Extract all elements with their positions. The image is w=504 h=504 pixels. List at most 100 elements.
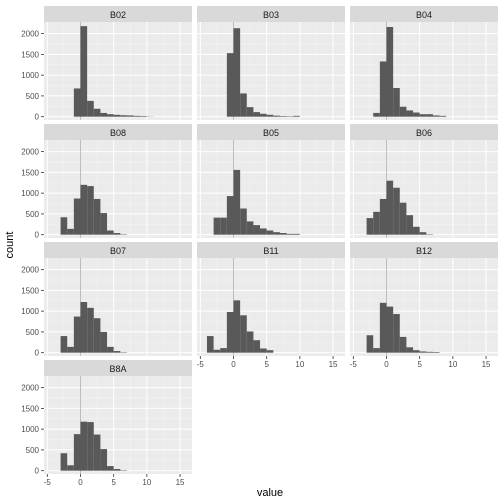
facet-strip-label: B05 — [263, 128, 279, 138]
facet-strip-label: B11 — [263, 246, 278, 256]
facet-b12: B12 -5 0 5 10 15 — [350, 242, 498, 369]
facet-strip-label: B04 — [416, 10, 432, 20]
y-tick-label: 0 — [35, 113, 40, 122]
histogram-bar — [233, 169, 241, 235]
x-tick-label: -5 — [350, 360, 358, 369]
histogram-bar — [373, 112, 380, 117]
histogram-bar — [386, 306, 394, 353]
histogram-bar — [100, 213, 108, 235]
histogram-bar — [113, 469, 121, 471]
histogram-bar — [107, 466, 114, 471]
y-tick-label: 2000 — [21, 266, 39, 275]
panel-background — [197, 22, 345, 120]
histogram-bar — [260, 113, 267, 117]
y-tick-label: 2000 — [21, 148, 39, 157]
panel-background — [44, 140, 192, 238]
y-tick-label: 500 — [26, 446, 40, 455]
histogram-bar — [260, 348, 267, 353]
histogram-bar — [379, 302, 387, 353]
histogram-bar — [439, 115, 447, 117]
facet-b06: B06 — [350, 124, 498, 238]
histogram-bar — [240, 315, 247, 353]
y-tick-label: 1500 — [21, 286, 39, 295]
histogram-bar — [120, 115, 127, 117]
histogram-bar — [386, 26, 394, 117]
histogram-bar — [240, 93, 247, 117]
y-tick-label: 1000 — [21, 307, 39, 316]
x-tick-label: -5 — [44, 478, 52, 487]
histogram-bar — [87, 422, 94, 471]
y-axis-label: count — [4, 232, 16, 259]
histogram-bar — [406, 347, 414, 353]
facet-strip — [44, 360, 192, 376]
facet-b8a: B8A 0 500 1000 1500 2000 -5 0 5 10 15 — [21, 360, 192, 487]
histogram-bar — [399, 336, 407, 353]
x-tick-label: 0 — [384, 360, 389, 369]
histogram-bar — [393, 314, 400, 353]
histogram-bar — [80, 302, 88, 353]
histogram-bar — [226, 311, 234, 353]
x-tick-label: -5 — [197, 360, 205, 369]
histogram-bar — [93, 434, 101, 471]
histogram-bar — [60, 336, 68, 353]
histogram-bar — [419, 114, 427, 117]
x-tick-label: 15 — [329, 360, 338, 369]
y-tick-label: 500 — [26, 328, 40, 337]
histogram-bar — [273, 115, 280, 117]
facet-strip — [197, 6, 345, 22]
histogram-bar — [113, 351, 121, 353]
histogram-bar — [286, 233, 294, 235]
x-tick-label: 10 — [142, 478, 151, 487]
facet-b02: B02 0 500 1000 1500 2000 — [21, 6, 192, 122]
y-tick-label: 0 — [35, 349, 40, 358]
histogram-bar — [273, 232, 280, 235]
histogram-bar — [266, 114, 274, 117]
histogram-bar — [253, 225, 261, 235]
histogram-bar — [133, 115, 141, 117]
histogram-bar — [240, 208, 247, 235]
histogram-bar — [73, 434, 81, 471]
histogram-bar — [93, 198, 101, 235]
panel-background — [197, 258, 345, 356]
histogram-bar — [426, 351, 433, 353]
facet-strip — [350, 242, 498, 258]
histogram-bar — [279, 233, 287, 235]
facet-strip — [44, 242, 192, 258]
y-tick-label: 1500 — [21, 168, 39, 177]
histogram-bar — [140, 116, 147, 117]
histogram-bar — [293, 115, 300, 117]
histogram-bar — [73, 88, 81, 117]
histogram-bar — [220, 217, 227, 235]
y-tick-label: 500 — [26, 92, 40, 101]
facet-strip-label: B8A — [109, 364, 126, 374]
y-tick-label: 0 — [35, 467, 40, 476]
histogram-bar — [253, 112, 261, 117]
x-tick-label: 15 — [176, 478, 185, 487]
histogram-bar — [67, 228, 74, 235]
histogram-bar — [60, 453, 68, 471]
facet-strip — [350, 6, 498, 22]
facet-strip-label: B03 — [263, 10, 279, 20]
x-tick-label: 5 — [111, 478, 116, 487]
histogram-bar — [213, 349, 221, 353]
histogram-bar — [213, 217, 221, 235]
histogram-bar — [386, 180, 394, 235]
histogram-bar — [73, 316, 81, 353]
panel-background — [350, 22, 498, 120]
histogram-bar — [107, 230, 114, 235]
y-tick-label: 1000 — [21, 189, 39, 198]
histogram-bar — [413, 226, 420, 235]
histogram-bar — [266, 350, 274, 353]
histogram-bar — [93, 318, 101, 353]
facet-strip — [197, 242, 345, 258]
histogram-bar — [260, 228, 267, 235]
histogram-bar — [293, 233, 300, 235]
histogram-bar — [87, 186, 94, 235]
histogram-bar — [233, 28, 241, 117]
y-tick-label: 1000 — [21, 425, 39, 434]
histogram-bar — [80, 26, 88, 117]
histogram-bar — [60, 217, 68, 235]
y-tick-label: 2000 — [21, 384, 39, 393]
histogram-bar — [279, 116, 287, 117]
